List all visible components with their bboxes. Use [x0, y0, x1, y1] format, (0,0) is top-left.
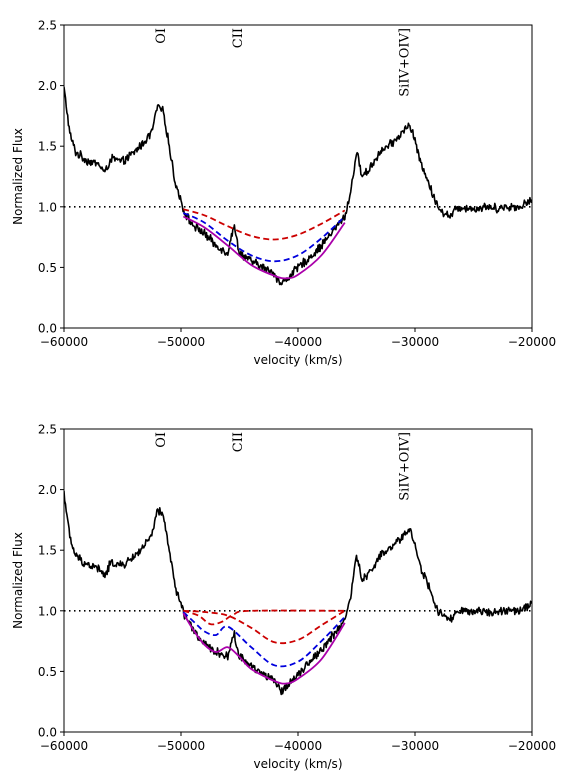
- x-axis-label: velocity (km/s): [253, 757, 342, 771]
- x-tick-label: −20000: [508, 739, 556, 753]
- y-tick-label: 0.0: [38, 726, 57, 740]
- line-annotation: OI: [154, 28, 169, 44]
- y-tick-label: 0.5: [38, 665, 57, 679]
- y-tick-label: 2.0: [38, 79, 57, 93]
- y-tick-label: 1.0: [38, 200, 57, 214]
- y-tick-label: 0.5: [38, 261, 57, 275]
- axes-frame: [63, 428, 533, 733]
- axes-frame: [63, 24, 533, 329]
- series-fit-component-1: [183, 609, 345, 626]
- x-tick-label: −20000: [508, 335, 556, 349]
- y-tick-label: 2.0: [38, 483, 57, 497]
- x-axis-label: velocity (km/s): [253, 353, 342, 367]
- series-combined-fit: [182, 612, 346, 685]
- line-annotation: SiIV+OIV]: [397, 28, 412, 97]
- x-tick-label: −30000: [391, 335, 439, 349]
- y-axis-label: Normalized Flux: [11, 532, 25, 629]
- y-axis-label: Normalized Flux: [11, 128, 25, 225]
- y-tick-label: 1.0: [38, 604, 57, 618]
- x-tick-label: −60000: [40, 335, 88, 349]
- x-tick-label: −50000: [157, 335, 205, 349]
- chart-panel-2: −60000 −50000 −40000 −30000 −20000 0.0 0.5 1.0 1…: [11, 423, 556, 772]
- line-annotation: OI: [154, 432, 169, 448]
- y-tick-label: 2.5: [38, 19, 57, 33]
- line-annotation: SiIV+OIV]: [397, 432, 412, 501]
- y-tick-label: 1.5: [38, 544, 57, 558]
- series-combined-fit: [182, 215, 346, 280]
- y-tick-label: 2.5: [38, 423, 57, 437]
- series-fit-component-3: [182, 611, 346, 668]
- y-tick-label: 0.0: [38, 322, 57, 336]
- series-spectrum: [64, 490, 532, 696]
- x-tick-label: −40000: [274, 739, 322, 753]
- x-tick-label: −60000: [40, 739, 88, 753]
- x-tick-label: −40000: [274, 335, 322, 349]
- line-annotation: CII: [231, 432, 246, 452]
- chart-panel-1: −60000 −50000 −40000 −30000 −20000 0.0 0.5 1.0 1…: [11, 19, 556, 368]
- line-annotation: CII: [231, 28, 246, 48]
- series-spectrum: [64, 86, 532, 286]
- series-fit-component-2: [182, 212, 346, 263]
- y-tick-label: 1.5: [38, 140, 57, 154]
- series-fit-component-2: [183, 609, 346, 645]
- series-fit-component-1: [183, 208, 346, 241]
- x-tick-label: −50000: [157, 739, 205, 753]
- x-tick-label: −30000: [391, 739, 439, 753]
